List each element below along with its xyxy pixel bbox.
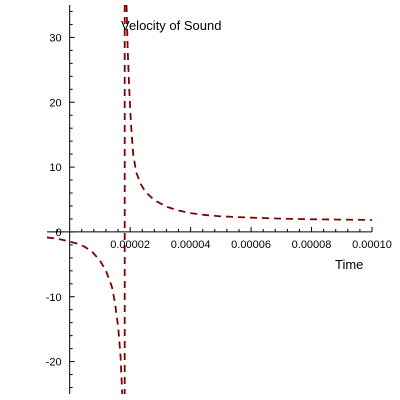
x-tick-label: 0.00004 [171, 239, 211, 251]
chart-title: Velocity of Sound [121, 18, 221, 33]
series-line-segment-1 [46, 236, 124, 395]
curve-layer [46, 4, 373, 395]
y-tick-label: -20 [46, 357, 62, 369]
labels-layer: Velocity of Sound Time [121, 18, 363, 272]
axes-layer [47, 5, 372, 394]
x-axis-label: Time [335, 257, 363, 272]
y-tick-label: 0 [56, 227, 62, 239]
x-tick-label: 0.00002 [110, 239, 150, 251]
x-tick-label: 0.00008 [292, 239, 332, 251]
ticks-layer: 30 20 10 0 -10 -20 0.00002 0.00004 0.00006 0.0000… [46, 10, 392, 389]
y-tick-label: 10 [49, 162, 61, 174]
series-line-segment-2 [125, 4, 373, 221]
x-tick-label: 0.00006 [231, 239, 271, 251]
y-tick-label: 30 [49, 32, 61, 44]
x-tick-label: 0.00010 [352, 239, 392, 251]
y-tick-label: -10 [46, 292, 62, 304]
y-tick-label: 20 [49, 97, 61, 109]
